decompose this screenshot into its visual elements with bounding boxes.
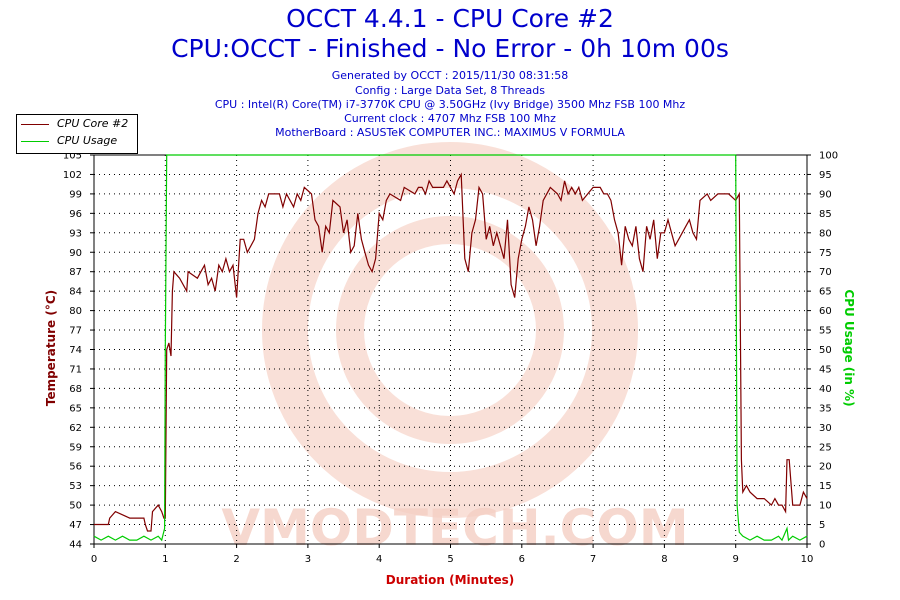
y-right-tick-label: 30 [819, 423, 832, 434]
y-right-tick-label: 75 [819, 248, 832, 259]
series-line-cpu-usage [93, 154, 808, 542]
y-left-tick-label: 71 [69, 364, 82, 375]
x-tick-label: 4 [376, 554, 382, 565]
axis-ticks: 0 1 2 3 4 5 6 7 8 9 104447505356596265687174778084… [63, 151, 838, 566]
x-tick-label: 5 [447, 554, 453, 565]
y-axis-right-label: CPU Usage (in %) [842, 289, 856, 406]
y-right-tick-label: 40 [819, 384, 832, 395]
y-left-tick-label: 68 [69, 384, 82, 395]
x-tick-label: 3 [305, 554, 311, 565]
y-right-tick-label: 20 [819, 462, 832, 473]
x-axis-label: Duration (Minutes) [386, 573, 514, 587]
y-left-tick-label: 99 [69, 189, 82, 200]
y-left-tick-label: 90 [69, 248, 82, 259]
watermark-logo: VMODTECH.COM [221, 142, 689, 557]
y-right-tick-label: 60 [819, 306, 832, 317]
x-tick-label: 9 [733, 554, 739, 565]
y-right-tick-label: 55 [819, 326, 832, 337]
legend-swatch-core [21, 124, 49, 125]
y-left-tick-label: 56 [69, 462, 82, 473]
y-left-tick-label: 65 [69, 403, 82, 414]
x-tick-label: 1 [162, 554, 168, 565]
y-axis-left-label: Temperature (°C) [44, 290, 58, 406]
legend-swatch-usage [21, 141, 49, 142]
y-right-tick-label: 35 [819, 403, 832, 414]
legend-label-core: CPU Core #2 [57, 117, 129, 130]
series-lines [93, 154, 808, 542]
info-cpu: CPU : Intel(R) Core(TM) i7-3770K CPU @ 3… [214, 98, 686, 111]
y-left-tick-label: 102 [63, 170, 82, 181]
y-left-tick-label: 80 [69, 306, 82, 317]
y-left-tick-label: 84 [69, 287, 82, 298]
info-config: Config : Large Data Set, 8 Threads [355, 84, 545, 97]
y-left-tick-label: 47 [69, 520, 82, 531]
y-left-tick-label: 53 [69, 481, 82, 492]
y-left-tick-label: 77 [69, 326, 82, 337]
info-motherboard: MotherBoard : ASUSTeK COMPUTER INC.: MAX… [275, 126, 625, 139]
chart-subtitle: CPU:OCCT - Finished - No Error - 0h 10m … [171, 34, 729, 63]
y-left-tick-label: 96 [69, 209, 82, 220]
grid [94, 155, 807, 544]
legend-label-usage: CPU Usage [57, 134, 118, 147]
series-line-core-temperature [94, 172, 808, 532]
y-right-tick-label: 5 [819, 520, 825, 531]
y-right-tick-label: 0 [819, 540, 825, 551]
y-right-tick-label: 45 [819, 364, 832, 375]
y-left-tick-label: 44 [69, 540, 82, 551]
y-left-tick-label: 93 [69, 228, 82, 239]
info-generated: Generated by OCCT : 2015/11/30 08:31:58 [331, 69, 569, 82]
y-left-tick-label: 50 [69, 501, 82, 512]
y-right-tick-label: 70 [819, 267, 832, 278]
chart-title: OCCT 4.4.1 - CPU Core #2 [286, 4, 614, 33]
y-right-tick-label: 95 [819, 170, 832, 181]
y-left-tick-label: 59 [69, 442, 82, 453]
legend: CPU Core #2 CPU Usage [16, 114, 138, 154]
y-right-tick-label: 80 [819, 228, 832, 239]
watermark-text: VMODTECH.COM [221, 499, 688, 557]
y-left-tick-label: 62 [69, 423, 82, 434]
x-tick-label: 7 [590, 554, 596, 565]
x-tick-label: 10 [801, 554, 814, 565]
y-right-tick-label: 15 [819, 481, 832, 492]
y-right-tick-label: 90 [819, 189, 832, 200]
y-right-tick-label: 10 [819, 501, 832, 512]
x-tick-label: 0 [91, 554, 97, 565]
x-tick-label: 2 [233, 554, 239, 565]
y-right-tick-label: 65 [819, 287, 832, 298]
y-right-tick-label: 25 [819, 442, 832, 453]
y-right-tick-label: 50 [819, 345, 832, 356]
y-right-tick-label: 85 [819, 209, 832, 220]
y-left-tick-label: 74 [69, 345, 82, 356]
y-left-tick-label: 87 [69, 267, 82, 278]
x-tick-label: 8 [661, 554, 667, 565]
y-left-tick-label: 105 [63, 151, 82, 162]
info-clock: Current clock : 4707 Mhz FSB 100 Mhz [344, 112, 556, 125]
x-tick-label: 6 [519, 554, 525, 565]
y-right-tick-label: 100 [819, 151, 838, 162]
